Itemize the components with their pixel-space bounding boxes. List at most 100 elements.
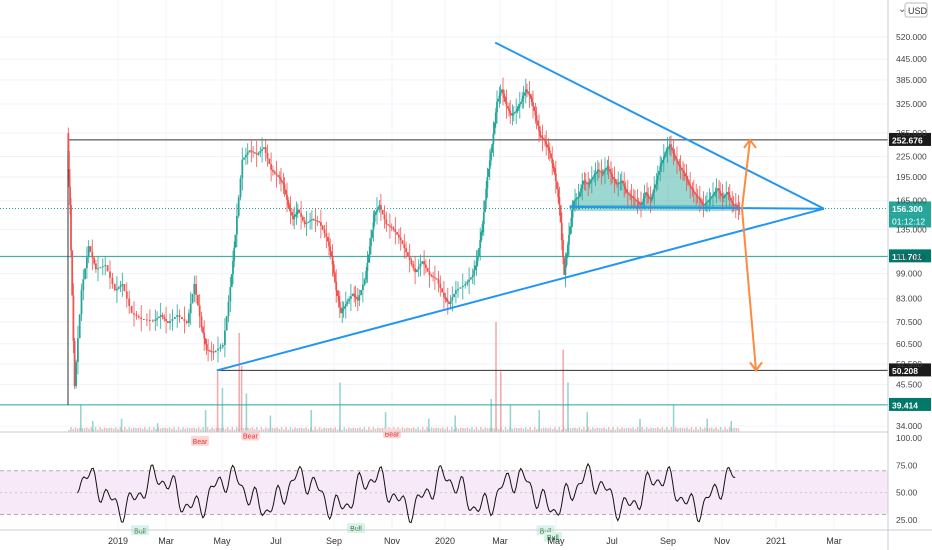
candle-body	[113, 284, 116, 291]
volume-bar	[180, 429, 182, 432]
candle-body	[374, 212, 377, 215]
candle-body	[653, 188, 656, 193]
candle-body	[224, 330, 226, 345]
volume-bar	[466, 427, 469, 432]
candle-body	[725, 193, 728, 196]
volume-bar	[491, 427, 493, 432]
volume-bar	[215, 427, 218, 432]
volume-bar	[518, 427, 520, 432]
volume-bar	[361, 428, 363, 432]
candle-body	[612, 176, 615, 179]
volume-bar	[359, 427, 361, 432]
candle-body	[109, 271, 111, 278]
candle-body	[189, 303, 192, 314]
price-tick-label: 165.000	[896, 196, 927, 206]
candle-body	[325, 233, 328, 237]
toolbar-glyph[interactable]: ⌄	[898, 4, 906, 15]
candle-body	[193, 284, 196, 294]
candle-body	[210, 351, 213, 353]
candle-body	[668, 144, 671, 147]
volume-bar	[247, 427, 249, 432]
candle-body	[730, 197, 732, 201]
volume-bar	[717, 429, 720, 432]
candle-body	[371, 230, 374, 239]
volume-bar	[650, 427, 652, 432]
candle-body	[407, 252, 409, 256]
candle-body	[486, 176, 489, 189]
volume-bar	[697, 429, 699, 432]
candle-body	[130, 305, 133, 314]
volume-bar	[148, 427, 151, 432]
currency-control[interactable]: ⌄ USD	[898, 2, 928, 18]
candle-body	[714, 191, 717, 194]
volume-bar	[603, 427, 605, 432]
candle-body	[564, 264, 567, 276]
candle-body	[617, 183, 620, 185]
countdown-tag	[889, 214, 931, 228]
candle-body	[500, 89, 503, 93]
candle-body	[650, 196, 653, 201]
candle-body	[554, 173, 557, 182]
volume-bar	[112, 428, 115, 432]
candle-body	[464, 284, 467, 286]
volume-bar	[303, 428, 305, 432]
candle-body	[581, 184, 584, 189]
volume-bar	[614, 429, 617, 432]
price-tick-label: 111.000	[896, 252, 926, 262]
price-level-tag	[889, 249, 931, 263]
candle-body	[419, 263, 422, 267]
candle-body	[221, 344, 224, 347]
candle-body	[596, 169, 599, 172]
candle-body	[152, 320, 154, 322]
volume-bar	[186, 427, 189, 432]
candle-body	[587, 183, 590, 185]
candle-body	[214, 350, 217, 353]
volume-bar	[323, 427, 325, 432]
candle-body	[529, 95, 532, 98]
candle-body	[446, 300, 449, 303]
volume-bar	[489, 427, 491, 432]
bull-marker: Bull	[547, 535, 559, 542]
candle-body	[165, 319, 167, 322]
candle-body	[195, 284, 197, 295]
currency-label[interactable]: USD	[908, 6, 928, 16]
volume-bar	[424, 429, 426, 432]
candle-body	[496, 101, 498, 113]
candle-body	[387, 224, 389, 226]
candle-body	[95, 263, 97, 270]
candle-body	[323, 229, 326, 234]
volume-bar	[137, 428, 139, 432]
volume-bar	[307, 429, 310, 432]
candle-body	[378, 205, 381, 208]
candle-body	[227, 301, 230, 317]
candle-body	[504, 97, 507, 103]
triangle-lines[interactable]	[216, 41, 825, 372]
candle-body	[248, 150, 251, 153]
candle-body	[326, 236, 329, 242]
volume-bar	[415, 428, 417, 432]
volume-bar	[240, 366, 243, 432]
candle-body	[510, 113, 513, 116]
candle-body	[344, 303, 347, 307]
candle-body	[661, 159, 664, 164]
candle-body	[69, 187, 71, 206]
candle-body	[181, 317, 183, 320]
volume-bar	[690, 427, 693, 432]
candle-body	[416, 269, 418, 273]
candle-body	[576, 197, 579, 199]
projection-arrows[interactable]	[741, 138, 763, 373]
candle-body	[541, 137, 544, 139]
candle-body	[205, 344, 208, 350]
candle-body	[599, 170, 602, 172]
candle-body	[234, 234, 237, 248]
candle-body	[630, 195, 633, 197]
candle-body	[410, 260, 413, 265]
time-tick-label: May	[213, 536, 231, 546]
candle-body	[70, 205, 72, 251]
volume-bar	[310, 410, 312, 432]
candle-body	[314, 219, 317, 221]
volume-bar	[592, 427, 594, 432]
volume-bar	[417, 427, 419, 432]
volume-bar	[296, 428, 298, 432]
price-tick-label: 385.000	[896, 75, 927, 85]
